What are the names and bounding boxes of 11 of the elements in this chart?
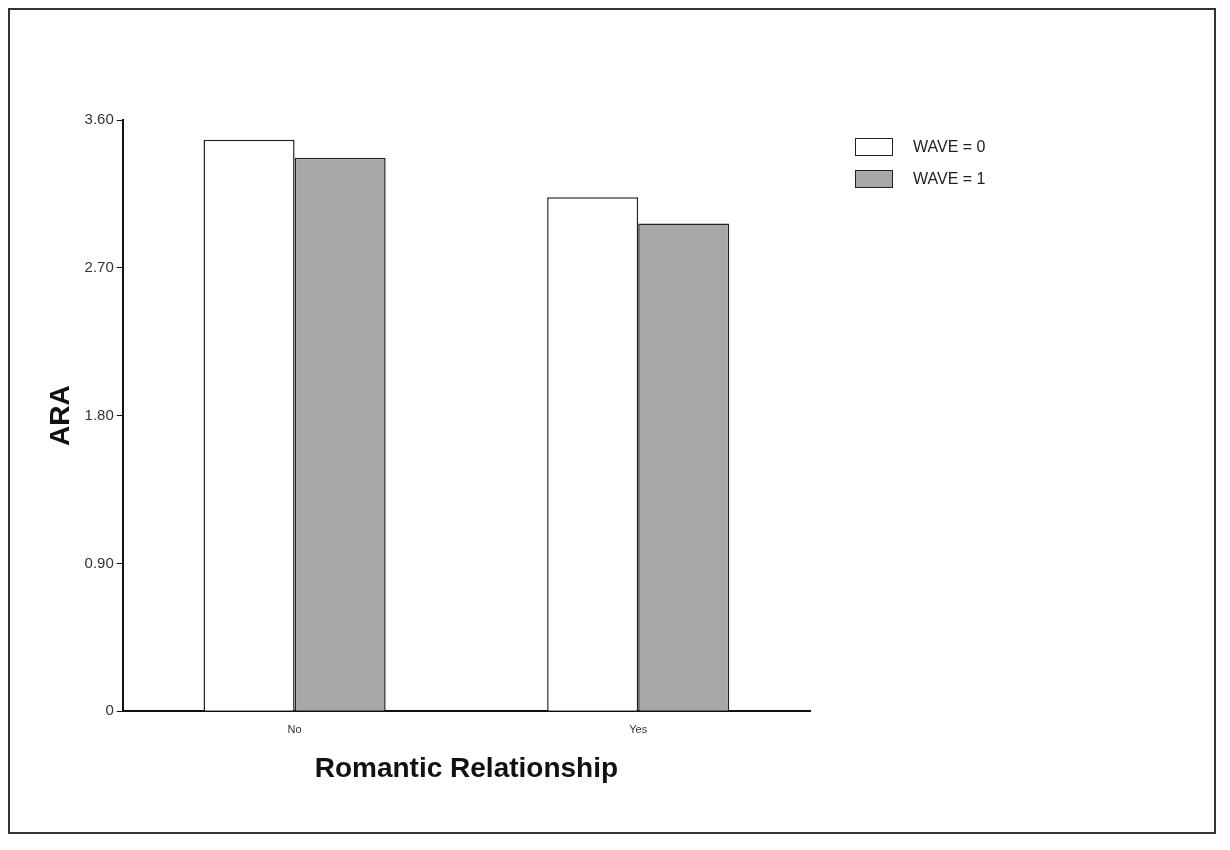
y-tick-label: 0.90 [84,553,114,571]
y-tick-label: 1.80 [84,405,114,423]
x-tick-label: No [287,722,302,735]
legend-label: WAVE = 1 [913,170,986,188]
x-tick-label: Yes [629,722,648,735]
x-axis-title: Romantic Relationship [314,751,619,783]
text: WAVE = 0 [913,138,986,156]
y-axis-title: ARA [43,385,75,446]
y-tick-label: 3.60 [84,110,114,128]
y-tick-label: 0 [105,701,114,719]
y-tick-label: 2.70 [84,257,114,275]
